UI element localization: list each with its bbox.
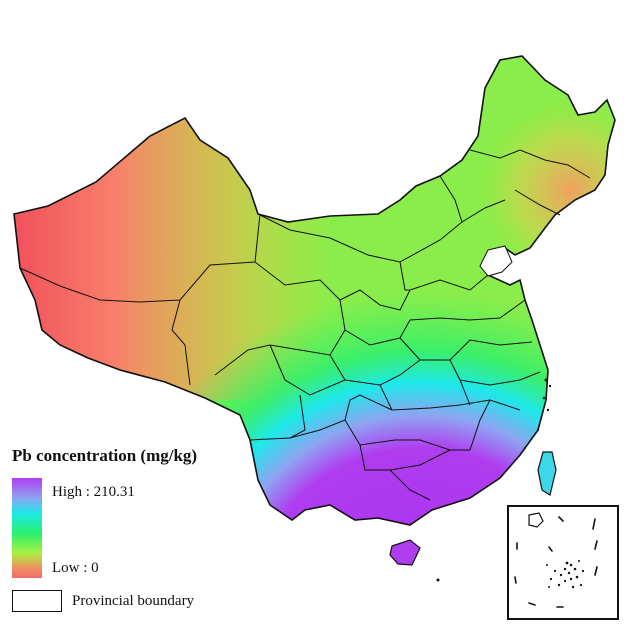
provincial-boundary-swatch bbox=[12, 590, 62, 612]
color-ramp bbox=[12, 478, 42, 578]
bohai-sea bbox=[479, 245, 513, 277]
taiwan bbox=[537, 451, 557, 496]
legend-title: Pb concentration (mg/kg) bbox=[12, 446, 198, 465]
legend-low-label: Low : 0 bbox=[52, 560, 99, 576]
south-china-sea-inset bbox=[507, 505, 619, 620]
coastal-islands bbox=[436, 378, 552, 582]
hainan bbox=[389, 539, 421, 566]
provincial-boundaries bbox=[19, 149, 591, 501]
inset-islands bbox=[514, 512, 598, 608]
legend-boundary-label: Provincial boundary bbox=[72, 593, 195, 609]
legend-high-label: High : 210.31 bbox=[52, 484, 135, 500]
